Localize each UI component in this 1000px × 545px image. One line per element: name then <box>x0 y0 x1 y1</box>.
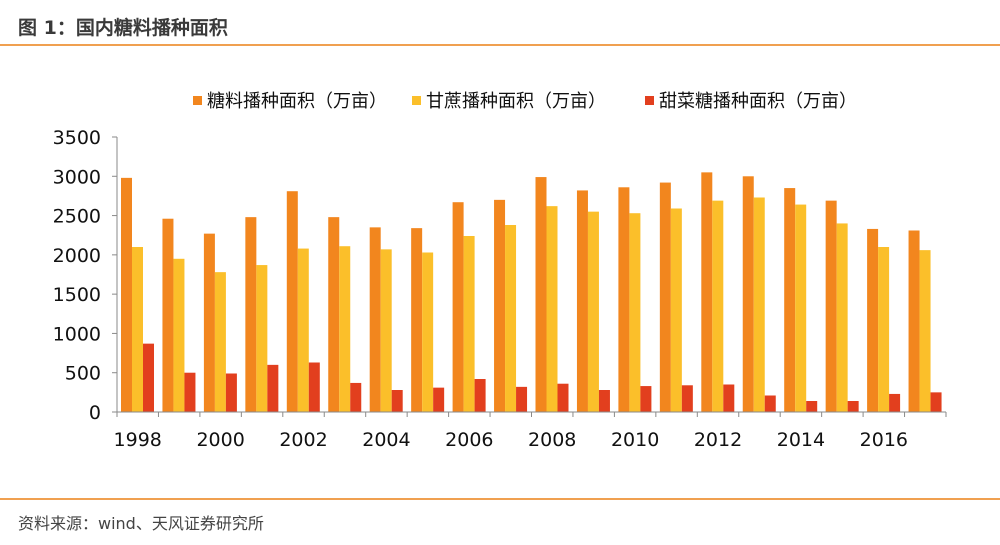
bar-2009-series-1 <box>576 190 588 412</box>
x-tick-label: 2000 <box>196 429 244 451</box>
legend-label-3: 甜菜糖播种面积（万亩） <box>659 91 857 112</box>
y-tick-label: 3500 <box>53 127 101 149</box>
bar-2004-series-3 <box>391 390 403 412</box>
bar-2005-series-1 <box>411 228 423 412</box>
bar-2006-series-3 <box>474 379 486 412</box>
bar-2002-series-3 <box>308 362 320 412</box>
x-tick-label: 2014 <box>777 429 825 451</box>
footer-rule <box>0 498 1000 500</box>
bar-2016-series-3 <box>889 393 901 412</box>
y-tick-label: 3000 <box>53 166 101 188</box>
y-tick-label: 0 <box>89 402 101 424</box>
legend-label-1: 糖料播种面积（万亩） <box>207 91 387 112</box>
figure-title: 图 1：国内糖料播种面积 <box>18 17 228 39</box>
bar-2003-series-1 <box>328 217 340 412</box>
bar-2005-series-2 <box>422 252 434 412</box>
y-tick-label: 1000 <box>53 323 101 345</box>
bar-2008-series-3 <box>557 383 569 412</box>
bar-1998-series-2 <box>132 247 143 412</box>
bar-2000-series-3 <box>225 373 237 412</box>
bar-2001-series-1 <box>245 217 257 412</box>
bar-2017-series-3 <box>930 392 942 412</box>
bar-2010-series-1 <box>618 187 630 412</box>
bar-2004-series-1 <box>369 227 381 412</box>
x-tick-label: 1998 <box>114 429 162 451</box>
bar-2012-series-1 <box>701 172 713 412</box>
bar-2006-series-1 <box>452 202 464 412</box>
bar-1999-series-1 <box>162 218 174 412</box>
bar-1999-series-2 <box>173 258 185 412</box>
bar-2001-series-2 <box>256 265 268 412</box>
bar-chart: 0 500 1000 1500 2000 2500 3000 3500 1998 2000 2002… <box>53 91 947 451</box>
bar-2015-series-3 <box>847 401 859 412</box>
bar-2009-series-2 <box>587 211 599 412</box>
bar-2016-series-2 <box>878 247 890 412</box>
bar-2007-series-2 <box>505 225 517 412</box>
bar-2000-series-2 <box>214 272 226 412</box>
bar-1998-series-1 <box>121 177 132 412</box>
bar-2010-series-2 <box>629 213 641 412</box>
bar-2013-series-3 <box>764 395 776 412</box>
bar-2011-series-1 <box>659 182 671 412</box>
bar-2016-series-1 <box>867 228 879 412</box>
bar-2007-series-3 <box>516 386 528 412</box>
bar-2017-series-1 <box>908 230 920 412</box>
bar-2002-series-1 <box>286 191 298 412</box>
legend-swatch-1 <box>193 96 202 105</box>
bar-2003-series-3 <box>350 382 362 412</box>
bar-2011-series-3 <box>681 385 693 412</box>
x-tick-label: 2016 <box>860 429 908 451</box>
bar-2014-series-1 <box>784 188 796 412</box>
bar-2005-series-3 <box>433 387 445 412</box>
legend-label-2: 甘蔗播种面积（万亩） <box>426 91 606 112</box>
report-header: 图 1：国内糖料播种面积 <box>0 0 1000 46</box>
bar-1999-series-3 <box>184 372 196 412</box>
bar-2015-series-1 <box>825 200 837 412</box>
y-tick-label: 500 <box>65 363 101 385</box>
x-tick-label: 2008 <box>528 429 576 451</box>
bar-2012-series-2 <box>712 200 724 412</box>
x-tick-label: 2004 <box>362 429 410 451</box>
y-tick-label: 1500 <box>53 284 101 306</box>
bar-2003-series-2 <box>339 246 351 412</box>
bar-2013-series-1 <box>742 176 754 412</box>
x-tick-label: 2002 <box>279 429 327 451</box>
x-tick-label: 2010 <box>611 429 659 451</box>
bar-2006-series-2 <box>463 236 475 412</box>
source-note: 资料来源：wind、天风证券研究所 <box>18 514 264 533</box>
y-tick-label: 2500 <box>53 206 101 228</box>
bar-2009-series-3 <box>598 390 610 412</box>
bar-2012-series-3 <box>723 384 735 412</box>
bar-2007-series-1 <box>494 199 506 412</box>
bar-2008-series-2 <box>546 206 558 412</box>
bar-2002-series-2 <box>297 248 309 412</box>
bar-1998-series-3 <box>143 343 154 412</box>
bar-2013-series-2 <box>753 197 765 412</box>
x-tick-label: 2006 <box>445 429 493 451</box>
bar-2010-series-3 <box>640 386 652 412</box>
bar-2014-series-2 <box>795 204 807 412</box>
legend-swatch-3 <box>645 96 654 105</box>
bar-2014-series-3 <box>806 401 818 412</box>
bar-2008-series-1 <box>535 177 547 412</box>
bar-2004-series-2 <box>380 249 392 412</box>
bar-2015-series-2 <box>836 223 848 412</box>
bar-2011-series-2 <box>670 208 682 412</box>
bar-2017-series-2 <box>919 250 931 412</box>
y-tick-label: 2000 <box>53 245 101 267</box>
legend-swatch-2 <box>412 96 421 105</box>
bar-2000-series-1 <box>203 233 215 412</box>
bar-2001-series-3 <box>267 364 279 412</box>
header-rule <box>0 44 1000 46</box>
x-tick-label: 2012 <box>694 429 742 451</box>
